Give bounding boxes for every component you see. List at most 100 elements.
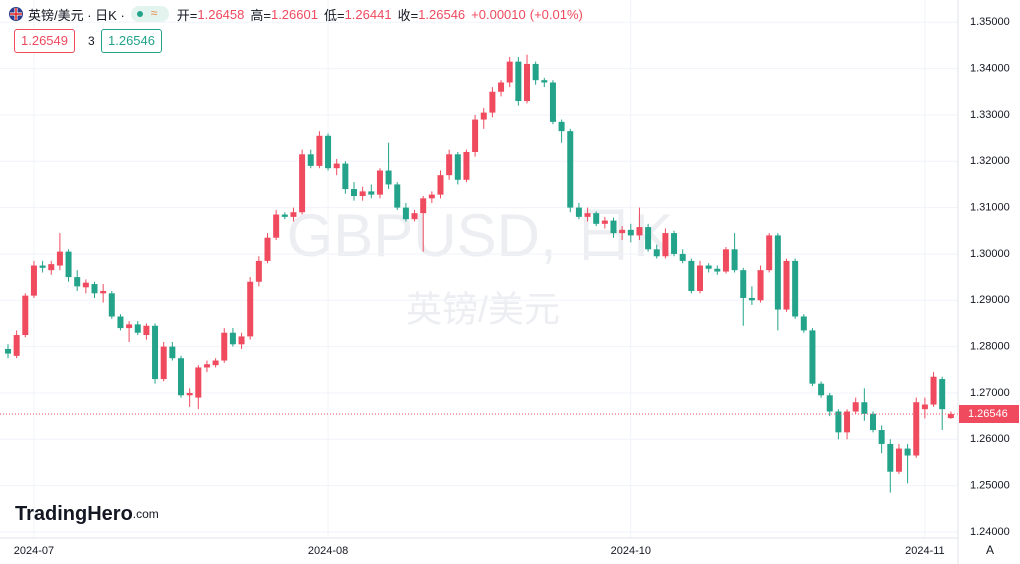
candle-body [22, 295, 29, 336]
candle-body [281, 214, 288, 217]
candle-body [748, 297, 755, 301]
x-tick-label: 2024-08 [308, 545, 348, 557]
candle-body [662, 233, 669, 257]
symbol-title: 英镑/美元 · 日K · [28, 7, 125, 23]
candle-body [921, 404, 928, 410]
logo-name: TradingHero [15, 503, 133, 525]
candle-body [549, 82, 556, 122]
open-label: 开= [176, 7, 198, 23]
candle-body [567, 131, 574, 208]
status-pill[interactable]: ≈ [130, 6, 169, 22]
spread: 3 [88, 34, 95, 48]
candle-body [515, 61, 522, 102]
candle-body [541, 80, 548, 83]
low-label: 低= [323, 7, 345, 23]
ask-box[interactable]: 1.26546 [101, 29, 162, 53]
candle-body [671, 233, 678, 254]
candle-body [809, 330, 816, 384]
last-price-tag [959, 404, 1019, 423]
candle-body [930, 376, 937, 405]
candle-body [5, 348, 11, 354]
y-tick-label: 1.31000 [970, 202, 1010, 214]
candle-body [826, 395, 833, 412]
candle-body [74, 277, 81, 287]
candle-body [56, 251, 63, 266]
y-tick-label: 1.28000 [970, 341, 1010, 353]
candle-body [627, 229, 634, 236]
candle-body [376, 170, 383, 195]
candle-body [818, 383, 825, 396]
candle-body [30, 265, 37, 296]
candle-body [203, 364, 210, 368]
flag [9, 7, 23, 21]
candle-body [731, 249, 738, 271]
candle-body [342, 163, 349, 190]
candle-body [186, 392, 193, 396]
candle-body [195, 367, 202, 398]
candle-body [359, 191, 366, 197]
candle-body [835, 411, 842, 433]
candle-body [619, 229, 626, 234]
candle-body [593, 213, 600, 224]
candle-body [472, 119, 479, 152]
candle-body [169, 346, 176, 359]
y-tick-label: 1.25000 [970, 480, 1010, 492]
candle-body [238, 336, 245, 345]
close-value: 1.26546 [418, 6, 466, 22]
candle-body [506, 61, 513, 83]
candle-body [679, 253, 686, 261]
candle-body [524, 63, 530, 102]
change: +0.00010 [471, 6, 526, 22]
candle-body [722, 249, 729, 272]
candle-body [299, 154, 306, 213]
bid-box[interactable]: 1.26549 [14, 29, 75, 53]
candle-body [653, 249, 660, 257]
candle-body [757, 270, 764, 301]
candle-body [247, 281, 254, 337]
high-label: 高= [250, 7, 271, 23]
candle-body [498, 82, 505, 92]
candle-body [532, 63, 539, 81]
candle-body [446, 154, 453, 176]
candle-body [844, 411, 851, 433]
candle-body [273, 214, 280, 238]
candle-body [402, 207, 409, 220]
y-tick-label: 1.35000 [970, 16, 1010, 28]
candle-body [212, 360, 219, 366]
candle-body [766, 235, 773, 271]
candle-body [108, 293, 115, 317]
y-tick-label: 1.29000 [970, 294, 1010, 306]
candle-body [437, 175, 444, 195]
candle-body [307, 154, 314, 166]
y-tick-label: 1.32000 [970, 155, 1010, 167]
candle-body [65, 251, 72, 278]
candle-body [221, 332, 228, 361]
auto-scale-button[interactable]: A [986, 543, 994, 557]
candle-body [152, 325, 159, 380]
candle-body [420, 198, 427, 214]
last-price-label: 1.26546 [968, 408, 1008, 420]
high-value: 1.26601 [270, 6, 318, 22]
y-tick-label: 1.26000 [970, 433, 1010, 445]
candle-body [800, 316, 807, 331]
y-tick-label: 1.24000 [970, 526, 1010, 538]
candle-body [82, 282, 89, 288]
candle-body [939, 379, 946, 410]
candle-body [13, 335, 20, 356]
watermark: GBPUSD, 日K [287, 202, 674, 269]
y-tick-label: 1.33000 [970, 109, 1010, 121]
candle-body [143, 325, 150, 336]
candle-body [783, 260, 790, 310]
candle-body [290, 212, 297, 217]
candle-body [852, 402, 859, 412]
candle-body [117, 316, 124, 329]
candle-body [385, 170, 392, 185]
candle-body [454, 154, 461, 180]
logo: TradingHero.com [15, 503, 159, 525]
candle-body [575, 207, 582, 217]
candle-body [48, 264, 55, 271]
x-tick-label: 2024-07 [14, 545, 54, 557]
candle-body [264, 237, 271, 261]
